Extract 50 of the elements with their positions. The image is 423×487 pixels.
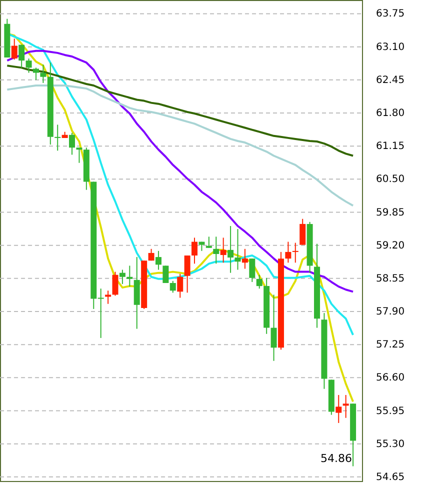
y-tick-label: 58.55 bbox=[376, 273, 405, 284]
candlestick bbox=[126, 265, 133, 288]
candlestick bbox=[242, 248, 248, 270]
candlestick bbox=[228, 225, 234, 274]
y-tick-label: 57.90 bbox=[376, 306, 405, 318]
y-tick-label: 62.45 bbox=[376, 74, 405, 86]
y-tick-label: 54.65 bbox=[376, 472, 405, 483]
candlestick bbox=[177, 273, 184, 298]
candlestick bbox=[170, 280, 176, 294]
candlestick bbox=[285, 241, 292, 264]
candlestick bbox=[234, 228, 241, 270]
candlestick bbox=[26, 58, 32, 74]
candlestick bbox=[292, 242, 298, 264]
y-tick-label: 55.30 bbox=[376, 438, 405, 450]
candlestick bbox=[192, 237, 198, 264]
candlestick bbox=[32, 67, 39, 80]
y-tick-label: 56.60 bbox=[376, 372, 405, 384]
candlestick bbox=[105, 290, 112, 304]
y-tick-label: 60.50 bbox=[376, 174, 405, 186]
candlestick bbox=[213, 236, 220, 264]
candlestick bbox=[119, 269, 126, 285]
candlestick bbox=[40, 64, 46, 84]
candlestick bbox=[69, 132, 76, 156]
y-tick-label: 63.75 bbox=[376, 8, 405, 20]
candlestick bbox=[54, 124, 61, 152]
candlestick bbox=[112, 271, 118, 296]
candlestick bbox=[155, 250, 162, 270]
line-series bbox=[6, 64, 354, 157]
y-tick-label: 63.10 bbox=[376, 42, 405, 53]
annotation: 54.86 bbox=[320, 452, 352, 465]
line-series bbox=[6, 84, 354, 207]
candlestick bbox=[300, 218, 306, 246]
y-tick-label: 61.80 bbox=[376, 108, 405, 119]
y-tick-label: 59.85 bbox=[376, 207, 405, 218]
candlestick bbox=[270, 294, 277, 362]
candlestick bbox=[76, 147, 82, 164]
candlestick bbox=[336, 394, 342, 424]
candlestick bbox=[220, 237, 226, 264]
y-tick-label: 57.25 bbox=[376, 340, 405, 351]
candlestick bbox=[206, 236, 212, 248]
y-tick-label: 55.95 bbox=[376, 406, 405, 417]
candlestick bbox=[249, 258, 256, 282]
candlestick bbox=[342, 394, 349, 418]
candlestick bbox=[162, 265, 169, 284]
candlestick bbox=[11, 38, 18, 60]
candlestick bbox=[18, 44, 25, 68]
y-tick-label: 59.20 bbox=[376, 240, 405, 252]
candlestick bbox=[256, 274, 262, 290]
candlestick bbox=[184, 255, 190, 294]
y-tick-label: 61.15 bbox=[376, 141, 405, 152]
